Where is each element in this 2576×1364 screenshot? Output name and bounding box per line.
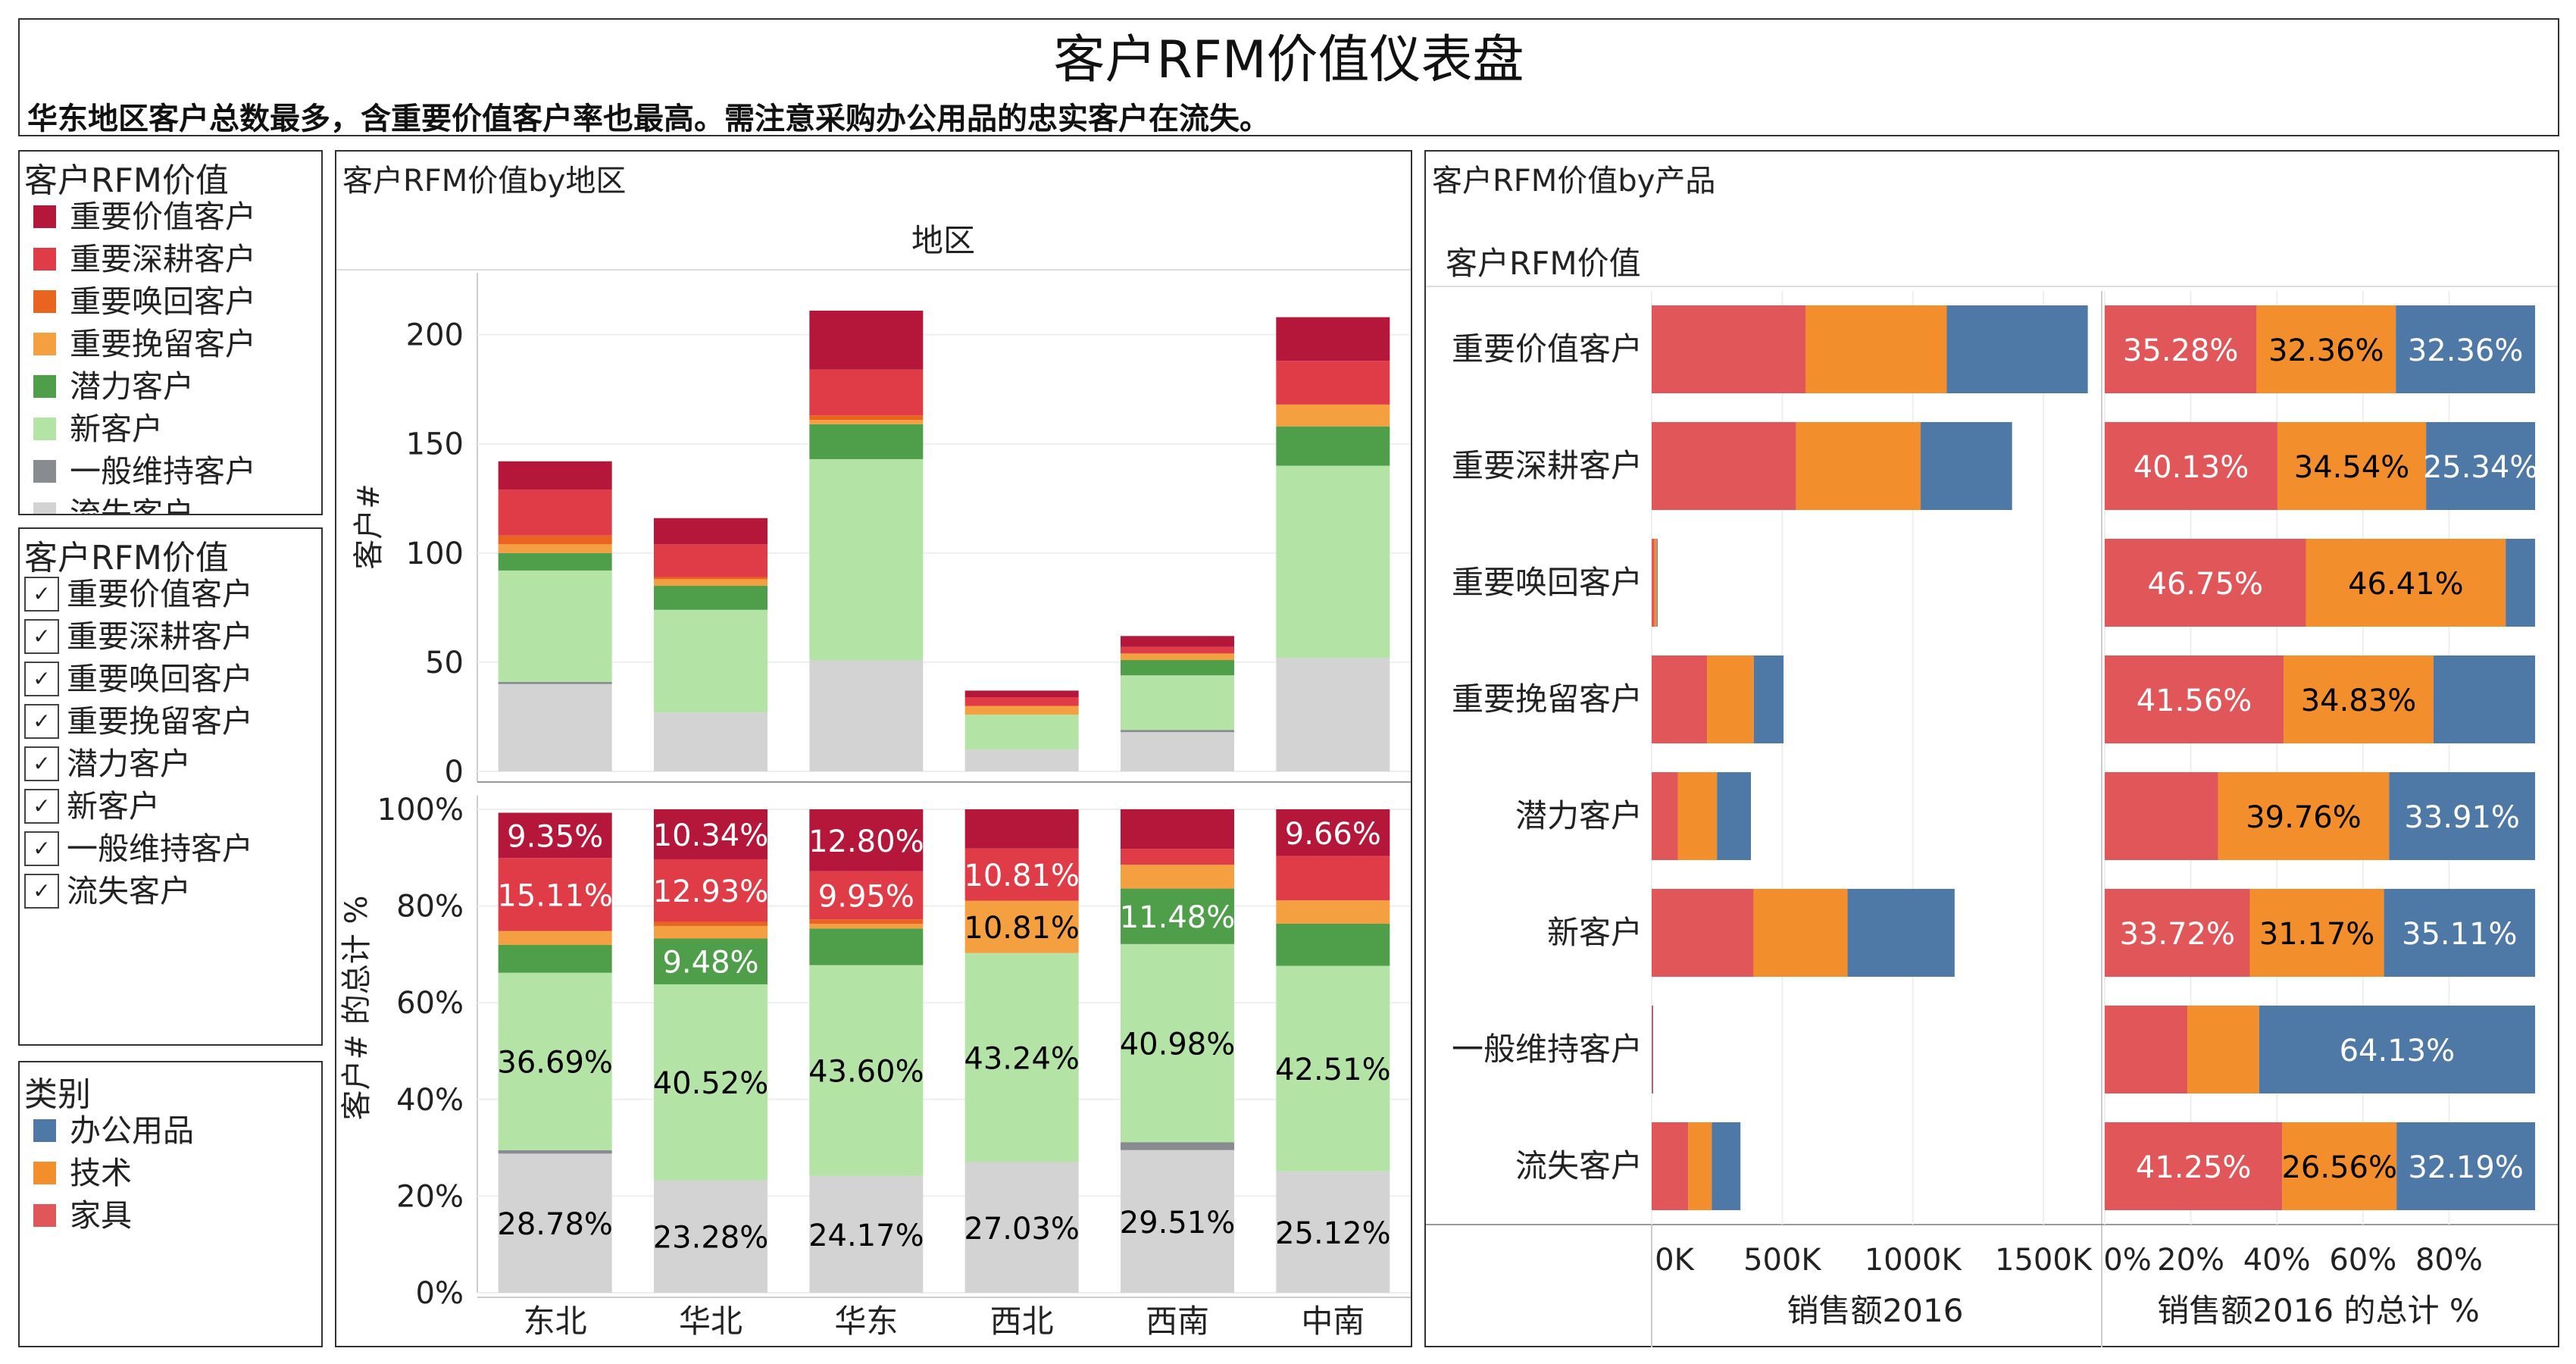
rfm-filter-label: 重要深耕客户 bbox=[67, 618, 253, 655]
category-legend-label: 家具 bbox=[70, 1197, 132, 1234]
color-swatch-icon bbox=[33, 333, 56, 355]
color-swatch-icon bbox=[33, 1119, 56, 1142]
rfm-filter-label: 新客户 bbox=[67, 788, 160, 824]
rfm-filter-item[interactable]: ✓ 重要挽留客户 bbox=[24, 700, 253, 743]
color-swatch-icon bbox=[33, 248, 56, 271]
checkbox-checked-icon[interactable]: ✓ bbox=[24, 874, 59, 909]
checkbox-checked-icon[interactable]: ✓ bbox=[24, 662, 59, 696]
rfm-legend-item[interactable]: 流失客户 bbox=[29, 493, 194, 515]
checkbox-checked-icon[interactable]: ✓ bbox=[24, 704, 59, 739]
color-swatch-icon bbox=[33, 418, 56, 440]
rfm-legend-label: 流失客户 bbox=[70, 496, 194, 515]
rfm-filter-item[interactable]: ✓ 一般维持客户 bbox=[24, 827, 253, 870]
rfm-filter-label: 一般维持客户 bbox=[67, 831, 253, 867]
rfm-legend-item[interactable]: 重要挽留客户 bbox=[29, 323, 256, 365]
checkbox-checked-icon[interactable]: ✓ bbox=[24, 746, 59, 781]
rfm-filter-item[interactable]: ✓ 新客户 bbox=[24, 785, 160, 827]
dashboard-subtitle: 华东地区客户总数最多，含重要价值客户率也最高。需注意采购办公用品的忠实客户在流失… bbox=[27, 102, 1270, 136]
checkbox-checked-icon[interactable]: ✓ bbox=[24, 831, 59, 866]
rfm-legend-label: 潜力客户 bbox=[70, 368, 194, 405]
rfm-filter-label: 重要挽留客户 bbox=[67, 703, 253, 740]
category-color-legend: 类别 办公用品技术家具 bbox=[18, 1061, 323, 1347]
category-legend-title: 类别 bbox=[24, 1075, 91, 1114]
color-swatch-icon bbox=[33, 290, 56, 313]
category-legend-item[interactable]: 技术 bbox=[29, 1152, 132, 1194]
rfm-legend-title: 客户RFM价值 bbox=[24, 161, 229, 200]
rfm-filter-label: 重要唤回客户 bbox=[67, 661, 253, 697]
rfm-filter-item[interactable]: ✓ 流失客户 bbox=[24, 870, 191, 912]
rfm-filter-item[interactable]: ✓ 重要深耕客户 bbox=[24, 615, 253, 658]
rfm-legend-item[interactable]: 潜力客户 bbox=[29, 365, 194, 408]
rfm-legend-item[interactable]: 一般维持客户 bbox=[29, 450, 256, 493]
rfm-legend-label: 重要挽留客户 bbox=[70, 326, 256, 362]
rfm-filter-title: 客户RFM价值 bbox=[24, 539, 229, 577]
rfm-legend-label: 重要价值客户 bbox=[70, 199, 256, 235]
color-swatch-icon bbox=[33, 502, 56, 514]
rfm-filter-label: 重要价值客户 bbox=[67, 576, 253, 612]
category-legend-item[interactable]: 办公用品 bbox=[29, 1109, 194, 1152]
rfm-legend-label: 重要唤回客户 bbox=[70, 283, 256, 320]
rfm-color-legend: 客户RFM价值 重要价值客户 重要深耕客户 重要唤回客户 重要挽留客户 潜力客户新客户一… bbox=[18, 150, 323, 515]
category-legend-label: 技术 bbox=[70, 1155, 132, 1191]
rfm-legend-label: 重要深耕客户 bbox=[70, 241, 256, 277]
color-swatch-icon bbox=[33, 460, 56, 483]
color-swatch-icon bbox=[33, 205, 56, 228]
checkbox-checked-icon[interactable]: ✓ bbox=[24, 577, 59, 612]
checkbox-checked-icon[interactable]: ✓ bbox=[24, 789, 59, 824]
category-legend-item[interactable]: 家具 bbox=[29, 1194, 132, 1237]
rfm-legend-label: 一般维持客户 bbox=[70, 453, 256, 490]
rfm-filter-label: 潜力客户 bbox=[67, 746, 191, 782]
rfm-filter-item[interactable]: ✓ 重要唤回客户 bbox=[24, 658, 253, 700]
rfm-legend-item[interactable]: 重要唤回客户 bbox=[29, 280, 256, 323]
color-swatch-icon bbox=[33, 1204, 56, 1227]
region-chart-panel bbox=[335, 150, 1412, 1347]
dashboard-title: 客户RFM价值仪表盘 bbox=[1053, 30, 1524, 90]
rfm-filter-label: 流失客户 bbox=[67, 873, 191, 909]
dashboard-header: 客户RFM价值仪表盘 华东地区客户总数最多，含重要价值客户率也最高。需注意采购办… bbox=[18, 18, 2559, 136]
product-chart-panel bbox=[1424, 150, 2559, 1347]
rfm-legend-item[interactable]: 重要深耕客户 bbox=[29, 238, 256, 280]
color-swatch-icon bbox=[33, 1162, 56, 1184]
rfm-filter-panel: 客户RFM价值 ✓ 重要价值客户 ✓ 重要深耕客户 ✓ 重要唤回客户 ✓ 重要挽留客户 ✓ 潜力客… bbox=[18, 527, 323, 1046]
rfm-filter-item[interactable]: ✓ 重要价值客户 bbox=[24, 573, 253, 615]
checkbox-checked-icon[interactable]: ✓ bbox=[24, 619, 59, 654]
rfm-legend-label: 新客户 bbox=[70, 411, 163, 447]
category-legend-label: 办公用品 bbox=[70, 1112, 194, 1149]
rfm-legend-item[interactable]: 新客户 bbox=[29, 408, 163, 450]
rfm-filter-item[interactable]: ✓ 潜力客户 bbox=[24, 743, 191, 785]
rfm-legend-item[interactable]: 重要价值客户 bbox=[29, 196, 256, 238]
color-swatch-icon bbox=[33, 375, 56, 398]
